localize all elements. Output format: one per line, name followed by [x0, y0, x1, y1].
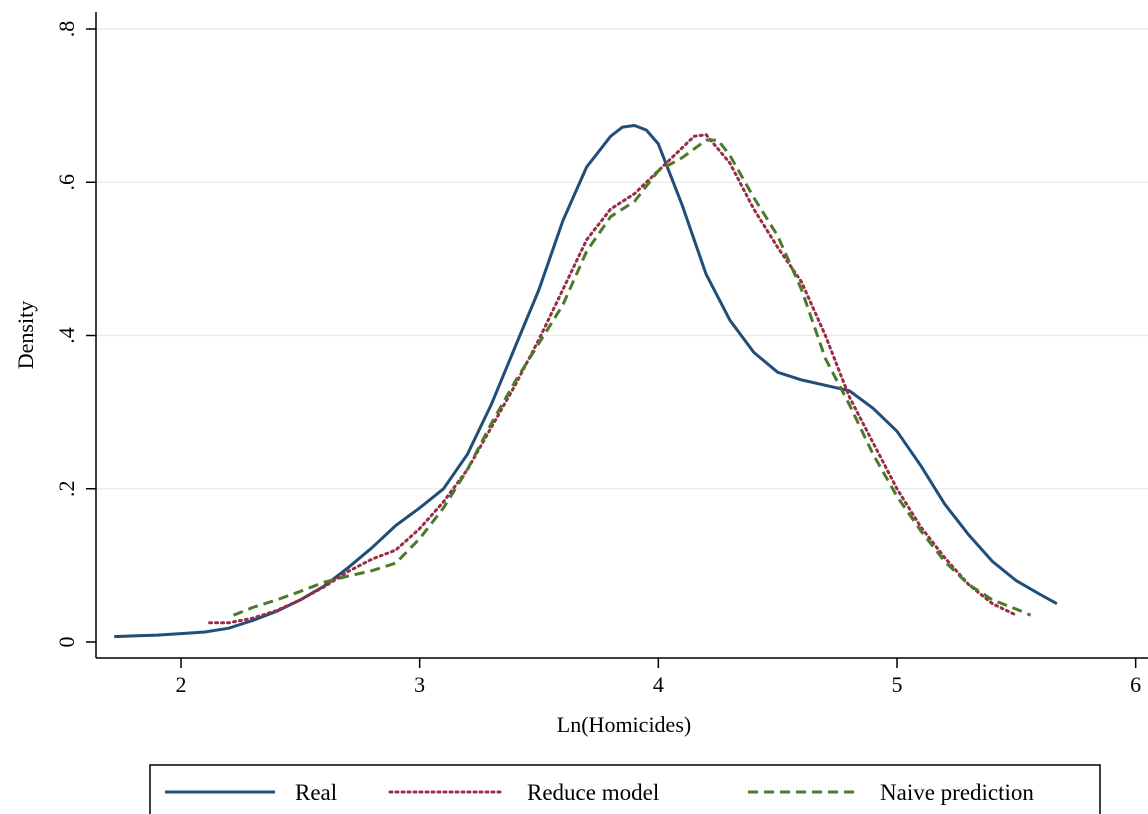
legend-label-0: Real — [295, 780, 337, 805]
series-line-2 — [232, 138, 1032, 617]
y-ticks: 0 .2 .4 .6 .8 — [54, 21, 96, 648]
legend: Real Reduce model Naive prediction — [149, 764, 1101, 814]
legend-label-1: Reduce model — [527, 780, 659, 805]
series-line-1 — [208, 133, 1018, 625]
legend-box — [149, 764, 1101, 814]
series-lines — [114, 124, 1058, 639]
legend-label-2: Naive prediction — [880, 780, 1034, 805]
x-tick-label: 6 — [1130, 672, 1141, 697]
x-axis-title: Ln(Homicides) — [557, 712, 691, 737]
x-tick-label: 3 — [414, 672, 425, 697]
y-tick-label: .6 — [54, 174, 79, 191]
y-tick-label: .4 — [54, 327, 79, 344]
y-tick-label: .2 — [54, 481, 79, 498]
x-tick-label: 4 — [653, 672, 664, 697]
x-tick-label: 5 — [892, 672, 903, 697]
gridlines — [97, 28, 1148, 490]
y-axis-title: Density — [13, 301, 38, 369]
y-tick-label: .8 — [54, 21, 79, 38]
x-tick-label: 2 — [176, 672, 187, 697]
series-line-0 — [114, 124, 1058, 639]
x-ticks: 2 3 4 5 6 — [176, 658, 1141, 697]
y-tick-label: 0 — [54, 637, 79, 648]
